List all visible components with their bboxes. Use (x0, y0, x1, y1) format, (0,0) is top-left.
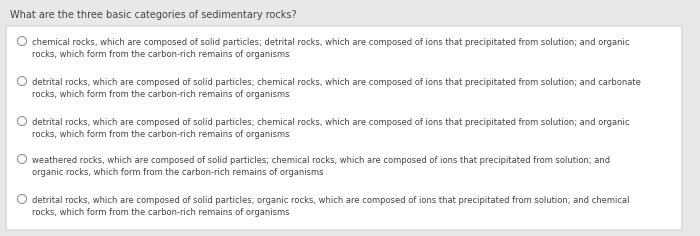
Text: weathered rocks, which are composed of solid particles; chemical rocks, which ar: weathered rocks, which are composed of s… (32, 156, 610, 177)
Text: detrital rocks, which are composed of solid particles; chemical rocks, which are: detrital rocks, which are composed of so… (32, 118, 629, 139)
Text: detrital rocks, which are composed of solid particles; organic rocks, which are : detrital rocks, which are composed of so… (32, 196, 629, 217)
Text: detrital rocks, which are composed of solid particles; chemical rocks, which are: detrital rocks, which are composed of so… (32, 78, 641, 99)
Text: What are the three basic categories of sedimentary rocks?: What are the three basic categories of s… (10, 10, 297, 20)
Text: chemical rocks, which are composed of solid particles; detrital rocks, which are: chemical rocks, which are composed of so… (32, 38, 629, 59)
FancyBboxPatch shape (6, 26, 682, 230)
